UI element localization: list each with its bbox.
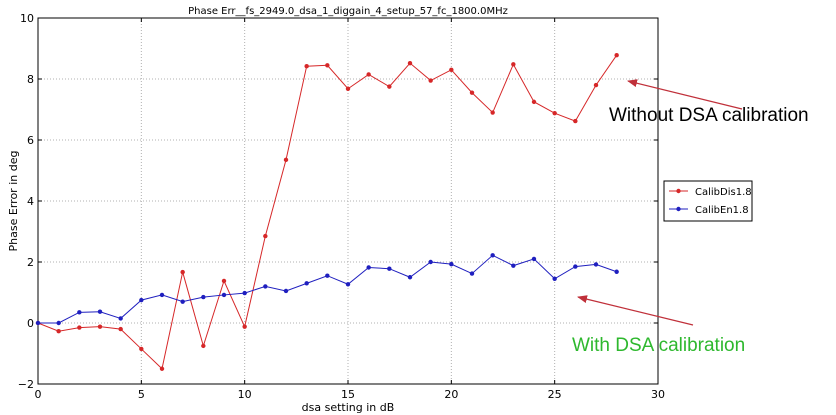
- data-point-0: [283, 157, 289, 163]
- y-tick-label: 4: [27, 195, 34, 208]
- data-point-0: [449, 67, 454, 73]
- y-tick-label: 2: [27, 256, 34, 269]
- data-point-0: [97, 324, 103, 329]
- data-point-1: [139, 297, 144, 303]
- data-point-1: [242, 290, 247, 296]
- data-point-0: [304, 63, 309, 69]
- data-point-0: [573, 118, 578, 124]
- data-point-0: [469, 90, 475, 95]
- data-point-1: [573, 264, 578, 269]
- data-point-0: [366, 72, 371, 77]
- data-point-1: [593, 262, 599, 267]
- data-point-0: [531, 99, 537, 105]
- data-point-1: [263, 284, 268, 289]
- data-point-1: [159, 292, 165, 298]
- grid: [38, 18, 658, 384]
- legend-box: [663, 180, 753, 222]
- y-tick-label: 0: [27, 317, 34, 330]
- data-point-0: [159, 366, 165, 371]
- annotation-with-dsa: With DSA calibration: [572, 335, 745, 356]
- data-point-0: [221, 278, 227, 284]
- x-tick-label: 10: [238, 388, 252, 401]
- x-tick-label: 5: [138, 388, 145, 401]
- data-point-0: [387, 84, 392, 89]
- data-point-0: [593, 82, 599, 88]
- data-point-1: [201, 294, 206, 300]
- data-point-1: [407, 275, 413, 280]
- data-point-1: [77, 310, 82, 315]
- data-point-1: [35, 320, 41, 326]
- y-tick-label: 10: [20, 12, 34, 25]
- y-tick-label: 8: [27, 73, 34, 86]
- y-axis-label: Phase Error in deg: [7, 151, 20, 252]
- data-point-1: [614, 269, 619, 274]
- y-tick-label: 6: [27, 134, 34, 147]
- annotation-arrow-with: [577, 295, 694, 326]
- data-point-0: [201, 343, 206, 349]
- data-point-1: [531, 256, 537, 262]
- y-tick-label: −2: [18, 378, 34, 391]
- data-point-1: [428, 259, 433, 265]
- data-point-1: [387, 266, 392, 271]
- legend-marker-calibEn: [676, 206, 681, 212]
- data-point-0: [118, 326, 123, 332]
- x-axis-label: dsa setting in dB: [302, 401, 395, 414]
- legend: CalibDis1.8 CalibEn1.8: [663, 180, 753, 222]
- x-tick-label: 30: [651, 388, 665, 401]
- data-point-0: [325, 63, 330, 68]
- data-point-0: [552, 110, 557, 116]
- data-point-1: [552, 276, 557, 281]
- x-tick-label: 0: [35, 388, 42, 401]
- x-tick-label: 25: [548, 388, 562, 401]
- data-point-1: [221, 292, 227, 298]
- data-point-0: [77, 325, 82, 330]
- legend-label-calibdis: CalibDis1.8: [695, 187, 752, 198]
- data-point-1: [366, 265, 371, 270]
- series-line-1: [38, 254, 617, 324]
- data-point-1: [283, 288, 289, 294]
- data-point-1: [97, 309, 103, 314]
- data-point-0: [180, 269, 185, 275]
- x-tick-label: 15: [341, 388, 355, 401]
- legend-marker-calibdis: [676, 188, 681, 194]
- data-point-1: [118, 316, 123, 321]
- series: [35, 53, 619, 371]
- data-point-0: [242, 324, 247, 329]
- data-point-1: [304, 281, 309, 286]
- data-point-0: [139, 346, 144, 352]
- data-point-1: [325, 273, 330, 278]
- data-point-1: [469, 271, 475, 276]
- legend-label-calibEn: CalibEn1.8: [695, 205, 749, 216]
- data-point-1: [449, 261, 454, 267]
- annotation-arrow-without: [627, 79, 743, 110]
- data-point-1: [56, 320, 61, 326]
- data-point-1: [490, 253, 495, 258]
- data-point-0: [511, 62, 516, 67]
- data-point-1: [345, 282, 351, 287]
- annotation-without-dsa: Without DSA calibration: [609, 105, 809, 126]
- series-line-0: [37, 54, 618, 370]
- data-point-0: [490, 110, 495, 115]
- data-point-1: [180, 299, 185, 304]
- x-tick-label: 20: [444, 388, 458, 401]
- chart-title: Phase Err__fs_2949.0_dsa_1_diggain_4_set…: [188, 6, 508, 17]
- data-point-1: [511, 263, 516, 268]
- data-point-0: [56, 329, 61, 334]
- data-point-0: [614, 53, 619, 58]
- data-point-0: [345, 86, 351, 91]
- data-point-0: [428, 78, 433, 83]
- data-point-0: [407, 60, 413, 66]
- data-point-0: [263, 233, 268, 239]
